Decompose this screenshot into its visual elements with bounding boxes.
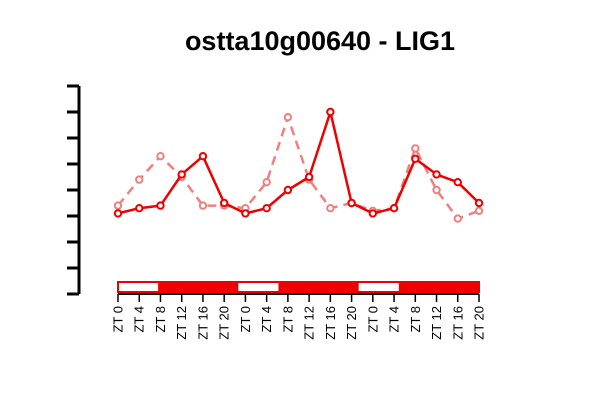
series-solid xyxy=(113,107,484,218)
x-tick-label: ZT 8 xyxy=(280,306,295,333)
data-point xyxy=(283,113,293,122)
bar-segment-dark xyxy=(278,282,299,292)
series-layer xyxy=(113,107,484,223)
data-point xyxy=(432,185,441,195)
data-point xyxy=(262,178,271,187)
data-point xyxy=(113,201,123,210)
bar-outline xyxy=(117,281,480,293)
bar-segment-light xyxy=(138,282,159,292)
bar-segment-dark xyxy=(318,282,339,292)
data-point xyxy=(411,144,420,153)
bar-segment-dark xyxy=(418,282,440,292)
data-point xyxy=(474,198,484,208)
data-point xyxy=(198,152,208,161)
data-point xyxy=(304,172,314,182)
bar-segment-dark xyxy=(458,282,480,292)
bar-segment-dark xyxy=(338,282,359,292)
data-point xyxy=(113,209,123,218)
bar-segment-dark xyxy=(158,282,179,292)
chart-title: ostta10g00640 - LIG1 xyxy=(185,26,455,56)
bar-segment-light xyxy=(258,282,279,292)
x-tick-label: ZT 16 xyxy=(195,306,210,340)
x-tick-label: ZT 20 xyxy=(217,306,232,340)
data-point xyxy=(262,204,271,213)
data-point xyxy=(326,204,335,213)
light-dark-bar xyxy=(117,281,480,293)
x-tick-label: ZT 16 xyxy=(323,306,338,340)
data-point xyxy=(156,201,165,210)
x-tick-label: ZT 8 xyxy=(408,306,423,333)
x-tick-label: ZT 0 xyxy=(111,306,126,333)
bar-segment-dark xyxy=(218,282,239,292)
data-point xyxy=(453,214,462,223)
data-point xyxy=(368,209,378,218)
data-point xyxy=(389,204,399,213)
bar-segment-light xyxy=(118,282,139,292)
data-point xyxy=(219,198,229,208)
data-point xyxy=(177,170,186,179)
bar-segment-light xyxy=(238,282,259,292)
data-point xyxy=(156,152,165,161)
bar-segment-dark xyxy=(298,282,319,292)
x-tick-label: ZT 0 xyxy=(365,306,380,333)
data-point xyxy=(411,154,420,164)
series-line xyxy=(117,110,480,215)
data-point xyxy=(453,178,462,187)
x-tick-label: ZT 4 xyxy=(387,306,402,333)
x-tick-label: ZT 20 xyxy=(344,306,359,340)
data-point xyxy=(326,107,335,117)
x-axis-labels: ZT 0 ZT 4 ZT 8 ZT 12 ZT 16 ZT 20 ZT 0 ZT 4 ZT 8 Z… xyxy=(111,293,487,340)
data-point xyxy=(135,175,144,184)
x-tick-label: ZT 4 xyxy=(259,306,274,333)
x-tick-label: ZT 12 xyxy=(429,306,444,340)
data-point xyxy=(347,198,356,208)
data-point xyxy=(474,206,484,216)
bar-segment-light xyxy=(358,282,380,292)
bar-segment-light xyxy=(378,282,400,292)
x-tick-label: ZT 16 xyxy=(450,306,465,340)
data-point xyxy=(283,185,293,195)
x-tick-label: ZT 8 xyxy=(153,306,168,333)
bar-segment-dark xyxy=(198,282,219,292)
data-point xyxy=(135,204,144,213)
bar-segment-dark xyxy=(178,282,199,292)
data-point xyxy=(198,201,208,210)
data-point xyxy=(241,209,250,218)
x-tick-label: ZT 12 xyxy=(302,306,317,340)
x-tick-label: ZT 20 xyxy=(472,306,487,340)
bar-segment-dark xyxy=(438,282,460,292)
series-line xyxy=(117,115,480,220)
y-axis xyxy=(67,84,81,296)
x-tick-label: ZT 4 xyxy=(132,306,147,333)
data-point xyxy=(432,170,441,179)
bar-segment-dark xyxy=(398,282,420,292)
x-tick-label: ZT 0 xyxy=(238,306,253,333)
x-tick-label: ZT 12 xyxy=(174,306,189,340)
